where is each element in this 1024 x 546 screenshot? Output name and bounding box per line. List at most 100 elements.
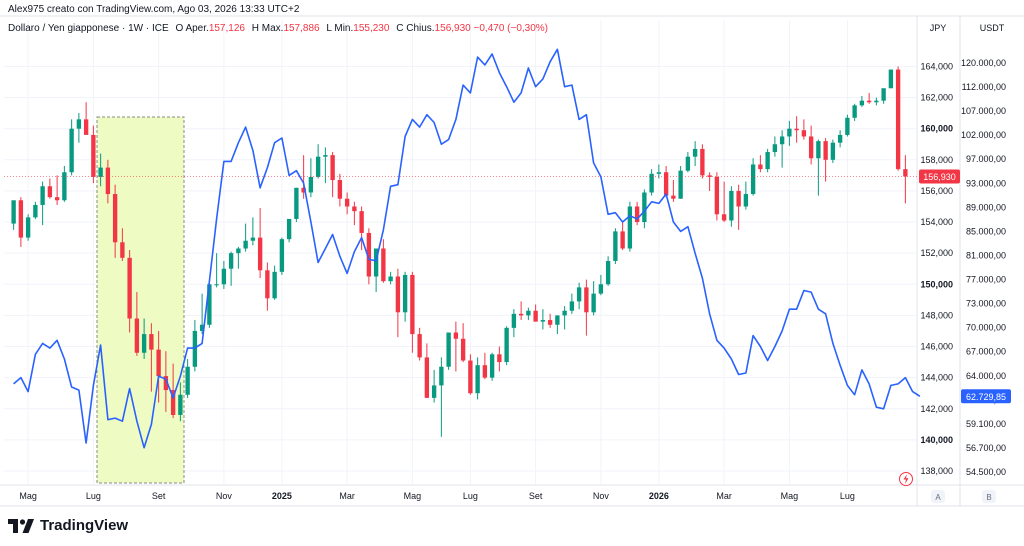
ohlc-legend: Dollaro / Yen giapponese · 1W · ICE O Ap… (8, 23, 548, 34)
candle-body (569, 301, 575, 311)
left-axis-tick-label: 158,000 (920, 155, 953, 165)
candle-body (424, 357, 430, 398)
candle-body (410, 274, 415, 335)
candle-body (25, 217, 31, 238)
overlay-series-line (13, 48, 921, 449)
candle-body (439, 366, 444, 386)
candle-body (185, 366, 190, 395)
candle-body (772, 144, 778, 153)
candle-body (859, 100, 865, 106)
candle-body (127, 257, 132, 319)
candle-body (453, 332, 459, 339)
candle-body (649, 173, 654, 193)
scale-button-bg[interactable] (931, 490, 945, 503)
candle-body (178, 394, 183, 415)
candle-body (830, 142, 836, 160)
tradingview-logo-icon (8, 518, 34, 533)
left-axis-tick-label: 152,000 (920, 248, 953, 258)
tradingview-logo[interactable]: TradingView (8, 517, 128, 534)
low-value: 155,230 (353, 23, 390, 34)
candle-body (700, 148, 705, 176)
left-axis-tick-label: 144,000 (920, 373, 953, 383)
candle-body (468, 360, 473, 394)
candle-body (134, 318, 140, 353)
open-label: O (175, 23, 184, 34)
candle-body (214, 284, 219, 286)
candle-body (678, 170, 683, 199)
candle-body (584, 287, 589, 313)
left-axis-tick-label: 142,000 (920, 404, 953, 414)
candle-body (729, 190, 734, 221)
right-axis-tick-label: 112.000,00 (962, 82, 1006, 92)
candle-body (446, 332, 451, 367)
x-axis-tick-label: 2025 (272, 491, 292, 501)
candle-body (272, 271, 277, 299)
right-axis-header: USDT (980, 23, 1005, 33)
candle-body (105, 167, 111, 195)
close-value: 156,930 (434, 23, 471, 34)
close-prefix: Chius. (406, 23, 435, 34)
candle-body (852, 105, 857, 118)
x-axis-tick-label: Nov (216, 491, 233, 501)
candle-body (504, 327, 509, 363)
candle-body (663, 172, 669, 196)
candle-body (634, 206, 640, 223)
change-value: −0,470 (−0,30%) (473, 23, 549, 34)
right-axis-tick-label: 81.000,00 (966, 250, 1006, 260)
candle-body (236, 248, 241, 254)
candle-body (388, 276, 393, 282)
candle-body (112, 194, 118, 243)
candle-body (874, 100, 879, 103)
left-axis-tick-label: 160,000 (920, 124, 953, 134)
left-axis-tick-label: 148,000 (920, 310, 953, 320)
candle-body (605, 260, 611, 285)
candle-body (323, 155, 328, 157)
candle-body (69, 128, 74, 173)
x-axis-tick-label: Mag (781, 491, 799, 501)
candle-body (562, 310, 567, 316)
candle-body (47, 186, 53, 198)
highlight-range-box (96, 116, 185, 484)
candle-body (431, 385, 437, 398)
scale-button-label: B (986, 493, 991, 502)
candle-body (866, 100, 872, 103)
candle-body (540, 320, 546, 322)
close-label: C (396, 23, 404, 34)
candle-body (337, 180, 343, 199)
candle-body (685, 156, 691, 171)
candle-body (54, 197, 60, 201)
candle-body (149, 334, 154, 350)
candle-body (526, 310, 531, 316)
candle-body (671, 195, 676, 199)
candle-body (598, 284, 604, 294)
x-axis-tick-label: Mag (19, 491, 37, 501)
candle-body (888, 69, 894, 89)
candle-body (743, 194, 749, 207)
candle-body (207, 284, 212, 325)
candle-body (402, 274, 408, 313)
candle-body (779, 136, 785, 145)
candle-body (344, 198, 350, 207)
right-axis-tick-label: 64.000,00 (966, 371, 1006, 381)
candle-body (591, 293, 596, 313)
candle-body (576, 287, 582, 302)
left-axis-tick-label: 154,000 (920, 217, 953, 227)
x-axis-tick-label: Set (529, 491, 543, 501)
candle-body (366, 232, 372, 277)
scale-button-label: A (935, 493, 941, 502)
candle-body (294, 187, 299, 219)
price-badge-label: 156,930 (923, 172, 956, 182)
scale-button-bg[interactable] (982, 490, 996, 503)
candle-body (91, 134, 96, 177)
candle-body (76, 119, 82, 129)
candle-body (547, 320, 553, 325)
candle-body (750, 164, 756, 195)
high-label: H (251, 23, 259, 34)
candle-body (758, 164, 763, 170)
candle-body (257, 237, 263, 271)
candle-body (497, 354, 502, 363)
candle-body (265, 270, 270, 299)
high-prefix: Max. (261, 23, 284, 34)
left-axis-tick-label: 162,000 (920, 93, 953, 103)
